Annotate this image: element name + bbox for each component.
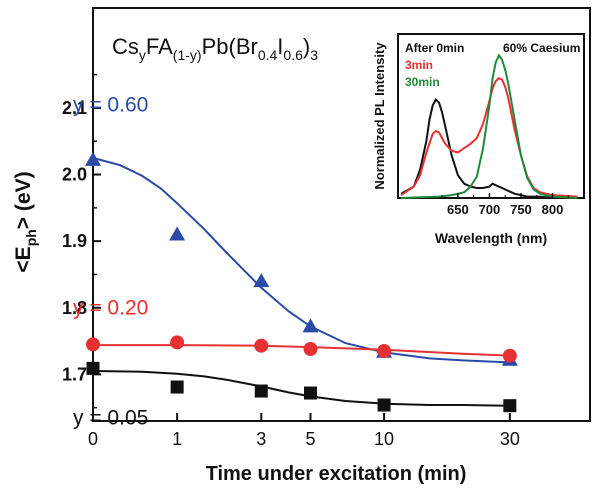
ylabel-sub: ph xyxy=(23,229,39,246)
inset-legend-3min: 3min xyxy=(405,58,433,72)
data-point-circle xyxy=(254,338,269,353)
title-sub-y: y xyxy=(139,47,146,63)
title-close: ) xyxy=(303,34,310,59)
data-point-square xyxy=(377,398,391,412)
main-series-layer xyxy=(85,151,518,413)
y-tick-label: 2.1 xyxy=(62,98,87,118)
data-point-square xyxy=(303,386,317,400)
data-point-circle xyxy=(86,337,100,352)
inset-x-tick-label: 750 xyxy=(510,202,532,217)
inset-x-axis-label: Wavelength (nm) xyxy=(435,230,547,246)
data-point-circle xyxy=(502,348,517,363)
x-tick-label: 1 xyxy=(172,429,182,449)
fit-line-series-0 xyxy=(92,156,510,364)
title-sub-3: 3 xyxy=(310,47,318,63)
title-i: I xyxy=(277,34,283,59)
x-tick-label: 10 xyxy=(374,429,394,449)
chart-title: CsyFA(1-y)Pb(Br0.4I0.6)3 xyxy=(112,34,318,63)
title-cs: Cs xyxy=(112,34,139,59)
data-point-circle xyxy=(377,344,392,359)
inset-legend-0min: After 0min xyxy=(405,41,464,55)
inset-legend-30min: 30min xyxy=(405,75,440,89)
data-point-square xyxy=(503,399,517,413)
inset-series-layer xyxy=(400,53,578,199)
data-point-triangle xyxy=(169,226,186,241)
plot-frame xyxy=(92,7,591,422)
inset-x-tick-label: 800 xyxy=(542,202,564,217)
x-tick-label: 30 xyxy=(500,429,520,449)
ylabel-main: <E xyxy=(12,246,35,272)
y-axis-label: <Eph> (eV) xyxy=(12,171,39,272)
inset-x-tick-label: 650 xyxy=(447,202,469,217)
inset-frame xyxy=(397,33,585,199)
inset-x-tick-label: 700 xyxy=(479,202,501,217)
x-axis-label: Time under excitation (min) xyxy=(206,463,467,485)
title-sub-06: 0.6 xyxy=(283,47,303,63)
data-point-square xyxy=(170,380,184,394)
data-point-square xyxy=(86,361,100,375)
inset-annotation: 60% Caesium xyxy=(503,41,580,55)
data-point-triangle xyxy=(302,318,319,333)
x-tick-label: 3 xyxy=(256,429,266,449)
y-tick-label: 1.7 xyxy=(62,364,87,384)
data-point-circle xyxy=(170,335,185,350)
fit-line-series-1 xyxy=(93,344,510,357)
inset-spectrum-2 xyxy=(401,53,578,199)
inset-spectrum-0 xyxy=(400,98,578,199)
series-label-0: y = 0.60 xyxy=(73,93,148,116)
title-fa: FA xyxy=(146,34,173,59)
series-label-1: y = 0.20 xyxy=(73,296,148,319)
y-tick-label: 2.0 xyxy=(62,165,87,185)
inset-y-axis-label: Normalized PL Intensity xyxy=(372,42,387,190)
data-point-triangle xyxy=(85,151,101,166)
series-labels: y = 0.60 y = 0.20 y = 0.05 xyxy=(73,93,148,429)
y-tick-label: 1.9 xyxy=(62,231,87,251)
y-tick-label: 1.8 xyxy=(62,298,87,318)
ylabel-rest: > (eV) xyxy=(12,171,35,229)
data-point-circle xyxy=(303,342,318,357)
inset-chart: 650 700 750 800 Normalized PL Intensity Wav… xyxy=(372,33,585,246)
x-tick-label: 5 xyxy=(305,429,315,449)
title-pb: Pb(Br xyxy=(202,34,258,59)
title-sub-1y: (1-y) xyxy=(173,47,202,63)
fit-line-series-2 xyxy=(92,370,510,407)
data-point-triangle xyxy=(253,273,270,288)
x-tick-label: 0 xyxy=(88,429,98,449)
data-point-square xyxy=(254,384,268,398)
inset-axis-ticks: 650 700 750 800 xyxy=(441,193,569,217)
title-sub-04: 0.4 xyxy=(258,47,278,63)
series-label-2: y = 0.05 xyxy=(73,406,148,429)
